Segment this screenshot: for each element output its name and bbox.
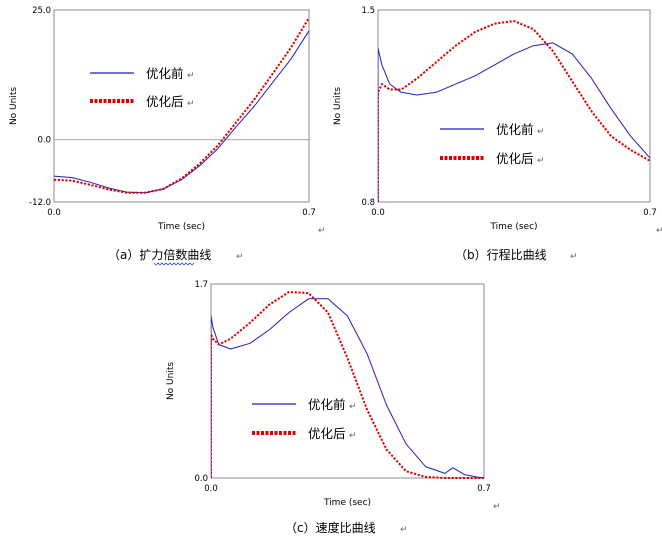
x-tick-label: 0.0: [204, 484, 218, 494]
paragraph-mark: ↵: [318, 226, 326, 236]
legend-label-before: 优化前: [146, 66, 184, 81]
series-line-after: [211, 291, 484, 479]
paragraph-mark: ↵: [236, 252, 244, 262]
y-tick-label: 0.0: [37, 136, 51, 146]
paragraph-mark: ↵: [493, 502, 501, 512]
figure-caption: （c）速度比曲线: [285, 520, 376, 535]
x-axis-label: Time (sec): [157, 222, 205, 232]
y-tick-label: 0.0: [194, 474, 208, 484]
series-line-before: [378, 42, 651, 202]
paragraph-mark: ↵: [537, 156, 545, 166]
paragraph-mark: ↵: [400, 525, 408, 535]
figure-caption: （a）扩力倍数曲线: [108, 247, 211, 262]
x-tick-label: 0.7: [477, 484, 491, 494]
series-line-before: [211, 298, 485, 479]
x-tick-label: 0.7: [643, 208, 657, 218]
legend-label-before: 优化前: [308, 397, 346, 412]
x-tick-label: 0.7: [302, 208, 316, 218]
paragraph-mark: ↵: [349, 402, 357, 412]
legend-label-after: 优化后: [308, 426, 346, 441]
legend-label-before: 优化前: [496, 122, 534, 137]
legend-label-after: 优化后: [496, 151, 534, 166]
series-line-after: [378, 20, 651, 202]
series-line-after: [54, 17, 310, 194]
y-axis-label: No Units: [9, 87, 19, 125]
paragraph-mark: ↵: [187, 99, 195, 109]
paragraph-mark: ↵: [570, 252, 578, 262]
x-tick-label: 0.0: [47, 208, 61, 218]
y-axis-label: No Units: [166, 362, 176, 400]
figure-caption: （b）行程比曲线: [455, 247, 547, 262]
series-line-before: [54, 30, 310, 194]
y-tick-label: -12.0: [29, 198, 51, 208]
paragraph-mark: ↵: [656, 226, 662, 236]
paragraph-mark: ↵: [349, 431, 357, 441]
plot-frame: [210, 283, 485, 479]
x-axis-label: Time (sec): [489, 222, 537, 232]
x-axis-label: Time (sec): [323, 498, 371, 508]
y-tick-label: 1.5: [361, 6, 375, 16]
y-tick-label: 0.8: [361, 198, 375, 208]
legend-label-after: 优化后: [146, 94, 184, 109]
y-tick-label: 1.7: [194, 280, 208, 290]
y-axis-label: No Units: [333, 87, 343, 125]
plot-frame: [53, 9, 310, 203]
paragraph-mark: ↵: [537, 127, 545, 137]
x-tick-label: 0.0: [371, 208, 385, 218]
spell-underline: [153, 262, 195, 266]
y-tick-label: 25.0: [32, 6, 51, 16]
paragraph-mark: ↵: [187, 71, 195, 81]
